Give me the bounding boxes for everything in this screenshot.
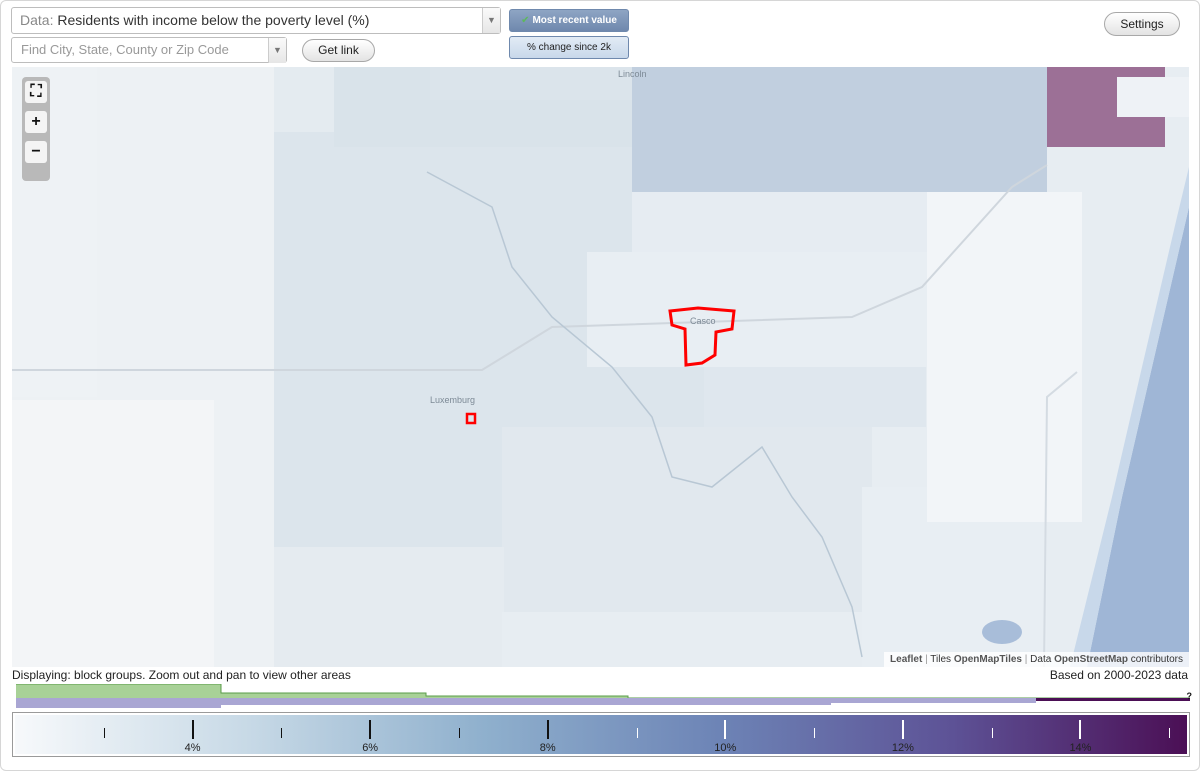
legend-minor-tick: [103, 728, 105, 738]
block-group[interactable]: [502, 612, 802, 667]
legend-tick-label: 8%: [539, 742, 556, 754]
legend-minor-tick: [281, 728, 283, 738]
data-prefix: Data: [1030, 654, 1052, 665]
block-group[interactable]: [587, 252, 927, 367]
choropleth-map[interactable]: Lincoln Casco Luxemburg ⛶ + − Leaflet | …: [12, 67, 1189, 667]
legend-tick-label: 12%: [891, 742, 914, 754]
percent-change-button[interactable]: % change since 2k: [509, 36, 629, 59]
osm-link[interactable]: OpenStreetMap: [1054, 654, 1128, 665]
histogram-purple: [16, 698, 1036, 708]
highlight-casco[interactable]: [668, 306, 736, 367]
block-group[interactable]: [632, 67, 1047, 192]
place-label-luxemburg: Luxemburg: [430, 395, 476, 405]
map-attribution: Leaflet | Tiles OpenMapTiles | Data Open…: [884, 652, 1189, 667]
place-label-casco: Casco: [690, 316, 716, 326]
data-range-status: Based on 2000-2023 data: [1049, 668, 1188, 682]
contributors-text: contributors: [1130, 654, 1183, 665]
block-group[interactable]: [632, 192, 927, 252]
legend-major-tick: [901, 720, 904, 739]
data-select[interactable]: Data: Residents with income below the po…: [11, 7, 501, 34]
small-lake: [982, 620, 1022, 644]
legend-minor-tick: [1169, 728, 1171, 738]
chevron-down-icon[interactable]: ▼: [268, 38, 286, 63]
zoom-in-button[interactable]: +: [25, 111, 47, 133]
fullscreen-icon[interactable]: ⛶: [25, 81, 47, 103]
legend-tick-label: 6%: [362, 742, 379, 754]
block-group[interactable]: [502, 427, 872, 612]
chevron-down-icon[interactable]: ▼: [482, 8, 500, 33]
legend-gradient: 4% 6% 8% 10% 12% 14%: [15, 715, 1187, 754]
highlight-luxemburg[interactable]: [465, 412, 477, 425]
search-placeholder: Find City, State, County or Zip Code: [21, 42, 229, 57]
block-group[interactable]: [1117, 77, 1189, 117]
help-icon[interactable]: ?: [1186, 691, 1193, 701]
legend-minor-tick: [814, 728, 816, 738]
leaflet-link[interactable]: Leaflet: [890, 654, 923, 665]
legend-major-tick: [546, 720, 549, 739]
legend-major-tick: [369, 720, 372, 739]
road: [1043, 371, 1078, 667]
settings-button[interactable]: Settings: [1104, 12, 1180, 36]
legend-minor-tick: [636, 728, 638, 738]
highway: [132, 164, 1048, 371]
histogram-green: [16, 684, 1190, 700]
map-tiles: [12, 67, 1189, 667]
river: [426, 171, 863, 658]
legend-minor-tick: [991, 728, 993, 738]
legend-major-tick: [724, 720, 727, 739]
legend-tick-label: 14%: [1069, 742, 1092, 754]
tiles-link[interactable]: OpenMapTiles: [953, 654, 1022, 665]
legend-minor-tick: [458, 728, 460, 738]
most-recent-value-button[interactable]: ✔ Most recent value: [509, 9, 629, 32]
block-group[interactable]: [274, 547, 504, 667]
legend-major-tick: [1079, 720, 1082, 739]
zoom-out-button[interactable]: −: [25, 141, 47, 163]
legend-tick-label: 10%: [714, 742, 737, 754]
tiles-prefix: Tiles: [930, 654, 952, 665]
most-recent-label: Most recent value: [532, 15, 617, 26]
zoom-controls: ⛶ + −: [22, 77, 50, 181]
lake-shore: [1070, 167, 1189, 667]
block-group[interactable]: [927, 192, 1082, 522]
color-legend: 4% 6% 8% 10% 12% 14%: [12, 712, 1190, 757]
value-histogram: [16, 684, 1190, 708]
block-group[interactable]: [12, 400, 214, 667]
legend-tick-label: 4%: [184, 742, 201, 754]
legend-major-tick: [191, 720, 194, 739]
block-group[interactable]: [704, 367, 926, 427]
data-select-value: Residents with income below the poverty …: [57, 12, 370, 28]
place-label-lincoln: Lincoln: [618, 69, 647, 79]
block-group[interactable]: [274, 67, 334, 132]
check-icon: ✔: [521, 15, 530, 26]
get-link-button[interactable]: Get link: [302, 39, 375, 62]
data-select-prefix: Data:: [20, 12, 54, 28]
lake-water: [1087, 207, 1189, 667]
displaying-status: Displaying: block groups. Zoom out and p…: [12, 668, 351, 682]
location-search-input[interactable]: Find City, State, County or Zip Code ▼: [11, 37, 287, 63]
